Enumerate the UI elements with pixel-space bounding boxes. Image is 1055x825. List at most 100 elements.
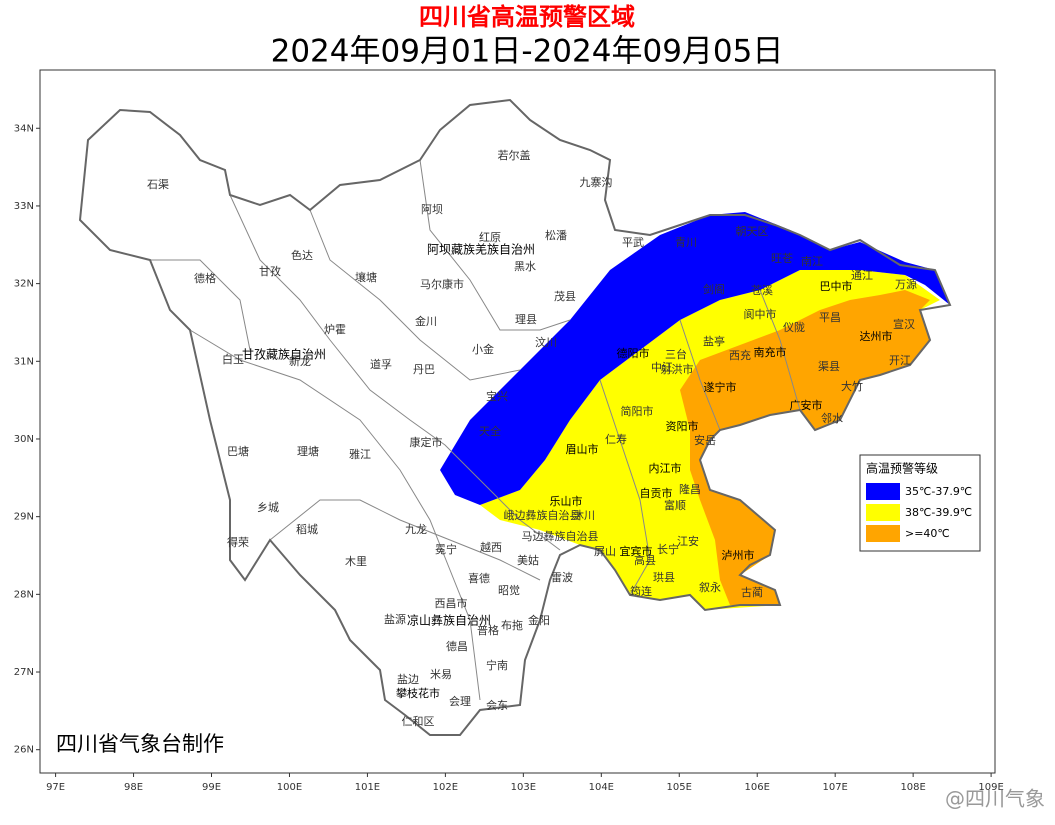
- legend-title: 高温预警等级: [866, 461, 938, 476]
- legend-swatch: [866, 525, 900, 542]
- place-label: 色达: [291, 248, 313, 262]
- place-label: 天全: [479, 424, 501, 438]
- place-label: 沐川: [573, 509, 595, 522]
- place-label: 巴塘: [227, 444, 249, 458]
- place-label: 米易: [430, 668, 452, 681]
- place-label: 昭觉: [498, 584, 520, 597]
- y-tick-label: 27N: [14, 667, 34, 678]
- place-label: 富顺: [664, 498, 686, 512]
- y-tick-label: 29N: [14, 512, 34, 523]
- place-label: 中江: [651, 361, 673, 374]
- place-label: 射洪市: [661, 362, 694, 376]
- x-tick-label: 106E: [745, 782, 770, 793]
- county-borders: [150, 159, 801, 701]
- area-blue: [440, 212, 950, 505]
- place-label: 普格: [477, 623, 499, 637]
- x-tick-label: 107E: [822, 782, 847, 793]
- place-label: 马尔康市: [420, 277, 464, 291]
- x-tick-label: 102E: [433, 782, 458, 793]
- place-label: 金阳: [528, 613, 550, 627]
- place-label: 壤塘: [355, 270, 377, 284]
- place-label: 得荣: [227, 536, 249, 549]
- place-label: 九寨沟: [580, 175, 613, 189]
- place-label: 西昌市: [435, 596, 468, 610]
- place-label: 眉山市: [566, 442, 599, 456]
- place-label: 隆昌: [679, 482, 701, 496]
- place-label: 道孚: [370, 357, 392, 371]
- place-label: 乡城: [257, 501, 279, 514]
- x-tick-label: 105E: [667, 782, 692, 793]
- place-label: 西充: [729, 348, 751, 362]
- place-label: 盐亭: [703, 334, 725, 348]
- x-tick-label: 109E: [978, 782, 1003, 793]
- place-label: 盐源: [384, 612, 406, 626]
- place-label: 九龙: [405, 523, 427, 536]
- x-tick-label: 101E: [355, 782, 380, 793]
- place-label: 遂宁市: [704, 380, 737, 394]
- place-label: 德昌: [446, 639, 468, 653]
- place-label: 甘孜藏族自治州: [242, 348, 326, 362]
- place-label: 丹巴: [413, 363, 435, 376]
- area-orange: [680, 290, 930, 605]
- place-label: 美姑: [517, 554, 539, 567]
- place-label: 朝天区: [736, 225, 769, 238]
- place-label: 大竹: [841, 379, 863, 393]
- place-label: 内江市: [649, 461, 682, 475]
- credit: 四川省气象台制作: [56, 732, 224, 756]
- place-label: 巴中市: [820, 279, 853, 293]
- place-label: 通江: [851, 269, 873, 282]
- place-label: 冕宁: [435, 542, 457, 556]
- place-label: 峨边彝族自治县: [504, 508, 581, 522]
- x-tick-label: 99E: [202, 782, 221, 793]
- place-label: 雷波: [551, 571, 573, 584]
- place-label: 旺苍: [771, 252, 793, 265]
- place-label: 布拖: [501, 618, 523, 632]
- place-label: 茂县: [554, 289, 576, 303]
- place-label: 开江: [889, 354, 911, 367]
- place-label: 邻水: [821, 412, 843, 425]
- place-label: 筠连: [630, 584, 652, 598]
- legend: 高温预警等级 35℃-37.9℃ 38℃-39.9℃ >=40℃: [859, 454, 981, 552]
- place-label: 仪陇: [783, 320, 805, 334]
- x-tick-label: 98E: [124, 782, 143, 793]
- place-label: 安岳: [694, 433, 716, 447]
- place-label: 高县: [634, 553, 656, 567]
- place-label: 泸州市: [722, 548, 755, 562]
- place-label: 德格: [194, 271, 216, 285]
- place-label: 若尔盖: [498, 148, 531, 162]
- place-label: 青川: [675, 236, 697, 249]
- place-label: 会东: [486, 699, 508, 712]
- place-label: 长宁: [657, 542, 679, 556]
- y-tick-label: 33N: [14, 201, 34, 212]
- place-label: 凉山彝族自治州: [407, 613, 491, 628]
- y-tick-label: 30N: [14, 434, 34, 445]
- place-label: 金川: [415, 314, 437, 328]
- place-label: 宜宾市: [620, 544, 653, 558]
- legend-label: 38℃-39.9℃: [905, 506, 972, 519]
- watermark: @四川气象: [945, 787, 1045, 811]
- place-label: 南江: [801, 255, 823, 268]
- place-label: 阿坝: [421, 202, 443, 216]
- place-label: 渠县: [818, 360, 840, 373]
- y-tick-label: 31N: [14, 356, 34, 367]
- place-label: 叙永: [699, 580, 721, 594]
- x-tick-label: 100E: [277, 782, 302, 793]
- place-label: 平武: [622, 236, 644, 249]
- place-label: 简阳市: [621, 404, 654, 418]
- place-label: 松潘: [545, 228, 567, 242]
- place-label: 康定市: [410, 435, 443, 449]
- place-label: 汶川: [535, 335, 557, 349]
- place-label: 仁寿: [605, 432, 627, 446]
- y-tick-label: 26N: [14, 745, 34, 756]
- legend-label: >=40℃: [905, 527, 950, 540]
- place-label: 宁南: [486, 658, 508, 672]
- legend-label: 35℃-37.9℃: [905, 485, 972, 498]
- place-label: 古蔺: [741, 586, 763, 599]
- title: 四川省高温预警区域: [419, 3, 635, 31]
- x-tick-label: 103E: [511, 782, 536, 793]
- place-label: 黑水: [514, 260, 536, 273]
- place-labels: 石渠 若尔盖 九寨沟 阿坝 红原 松潘 阿坝藏族羌族自治州 德格 甘孜 色达 壤…: [147, 148, 917, 728]
- legend-swatch: [866, 483, 900, 500]
